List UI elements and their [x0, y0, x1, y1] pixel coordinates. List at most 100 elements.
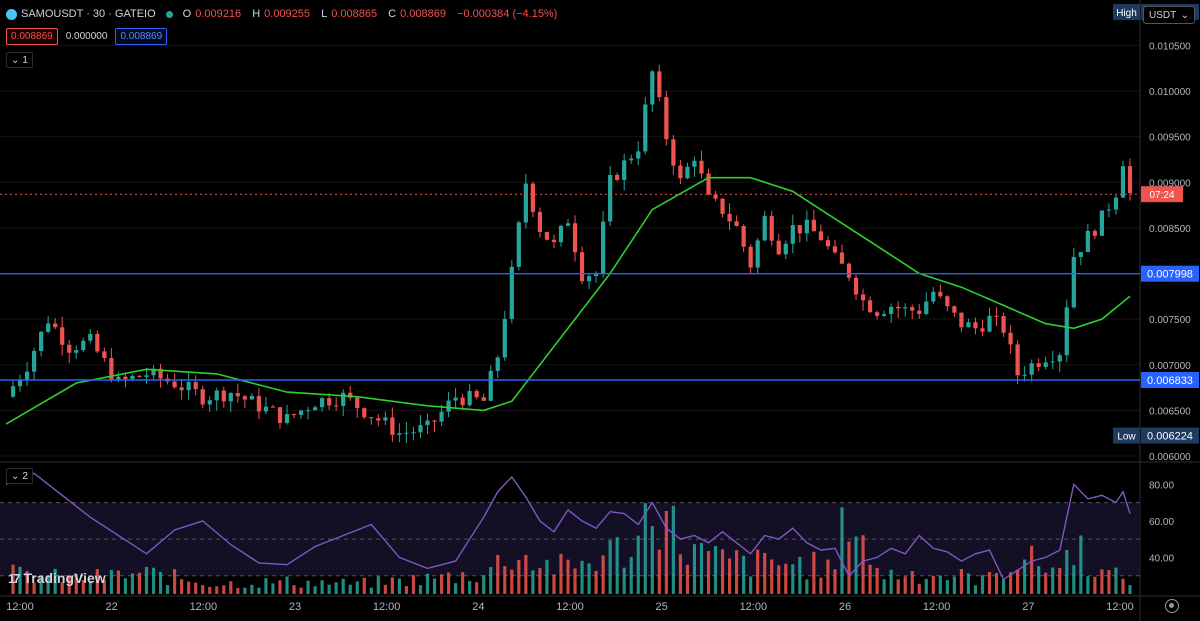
candle-body: [586, 276, 592, 282]
time-tick-label: 12:00: [923, 601, 951, 613]
tradingview-logo[interactable]: 17 TradingView: [8, 570, 106, 586]
volume-bar: [650, 526, 654, 594]
candle-body: [593, 273, 599, 277]
low-marker-label: Low: [1117, 432, 1136, 443]
currency-select[interactable]: USDT ⌄: [1143, 6, 1195, 24]
volume-bar: [1107, 570, 1111, 594]
volume-bar: [74, 573, 78, 594]
volume-bar: [320, 580, 324, 594]
candle-body: [692, 160, 697, 167]
candle-body: [924, 301, 929, 315]
candle-body: [783, 243, 788, 255]
candle-body: [530, 183, 535, 212]
volume-bar: [594, 570, 598, 594]
candle-body: [1078, 252, 1083, 257]
candle-body: [734, 221, 739, 226]
symbol-title[interactable]: SAMOUSDT · 30 · GATEIO: [21, 8, 156, 20]
low-value: 0.008865: [331, 8, 378, 20]
volume-bar: [1001, 579, 1006, 594]
volume-bar: [727, 558, 732, 594]
candle-body: [1113, 197, 1119, 210]
candle-body: [1092, 230, 1097, 236]
volume-bar: [889, 569, 893, 594]
close-value: 0.008869: [400, 8, 447, 20]
candle-body: [790, 225, 795, 244]
high-marker-bg: [1113, 3, 1140, 20]
volume-bar: [222, 585, 226, 594]
low-marker-bg: [1113, 427, 1140, 444]
time-tick-label: 22: [106, 601, 118, 613]
candle-body: [650, 71, 655, 105]
price-tick-label: 0.009000: [1149, 178, 1191, 189]
volume-bar: [861, 535, 865, 594]
candle-body: [601, 221, 606, 274]
candle-body: [432, 420, 437, 422]
volume-bar: [629, 557, 633, 594]
volume-bar: [46, 575, 50, 594]
volume-bar: [615, 537, 619, 594]
volume-bar: [475, 582, 479, 594]
candle-body: [67, 344, 72, 353]
volume-bar: [151, 567, 156, 594]
volume-bar: [496, 554, 500, 594]
volume-bar: [454, 583, 458, 594]
candle-body: [685, 166, 690, 179]
tradingview-logo-icon: 17: [8, 570, 21, 586]
candle-body: [980, 328, 985, 332]
rsi-tick-label: 60.00: [1149, 517, 1174, 528]
candle-body: [867, 300, 873, 313]
high-marker-label: High: [1116, 8, 1137, 19]
time-tick-label: 12:00: [740, 601, 768, 613]
candle-body: [383, 417, 388, 421]
volume-bar: [130, 573, 135, 594]
volume-bar: [833, 569, 837, 594]
candle-body: [53, 323, 58, 328]
volume-bar: [158, 572, 163, 594]
candle-body: [931, 291, 936, 302]
candle-body: [1008, 332, 1013, 345]
sell-price-box[interactable]: 0.008869: [6, 28, 58, 45]
rsi-tick-label: 40.00: [1149, 553, 1174, 564]
volume-bar: [812, 551, 816, 594]
volume-bar: [1065, 549, 1069, 594]
volume-bar: [735, 550, 739, 594]
volume-bar: [664, 511, 668, 594]
indicator-toggle-1[interactable]: ⌄ 1: [6, 52, 33, 68]
time-tick-label: 12:00: [556, 601, 584, 613]
volume-bar: [137, 572, 142, 594]
candle-body: [818, 231, 824, 241]
change-value: −0.000384 (−4.15%): [457, 8, 558, 20]
candle-body: [305, 410, 311, 412]
candle-body: [207, 400, 212, 405]
volume-bar: [826, 559, 830, 594]
time-tick-label: 26: [839, 601, 851, 613]
candle-body: [284, 414, 290, 423]
settings-gear-icon[interactable]: [1165, 599, 1179, 613]
candle-body: [804, 219, 809, 234]
volume-bar: [123, 578, 128, 594]
open-value: 0.009216: [195, 8, 242, 20]
volume-bar: [770, 559, 774, 594]
candle-body: [481, 397, 486, 401]
buy-price-box[interactable]: 0.008869: [115, 28, 168, 45]
candle-body: [629, 158, 634, 161]
indicator-toggle-2[interactable]: ⌄ 2: [6, 468, 33, 484]
time-tick-label: 25: [656, 601, 668, 613]
candle-body: [137, 375, 142, 377]
volume-bar: [1008, 572, 1013, 594]
volume-bar: [510, 569, 514, 594]
candle-body: [256, 395, 262, 412]
volume-bar: [313, 586, 317, 594]
volume-bar: [376, 576, 380, 594]
volume-bar: [784, 563, 788, 594]
volume-bar: [994, 573, 999, 594]
volume-bar: [446, 572, 451, 594]
level-price-label-bg: [1141, 371, 1199, 388]
volume-bar: [67, 575, 71, 594]
candle-body: [312, 407, 318, 411]
time-tick-label: 23: [289, 601, 301, 613]
volume-bar: [397, 578, 401, 594]
candle-body: [1001, 316, 1006, 333]
candle-body: [179, 387, 184, 391]
